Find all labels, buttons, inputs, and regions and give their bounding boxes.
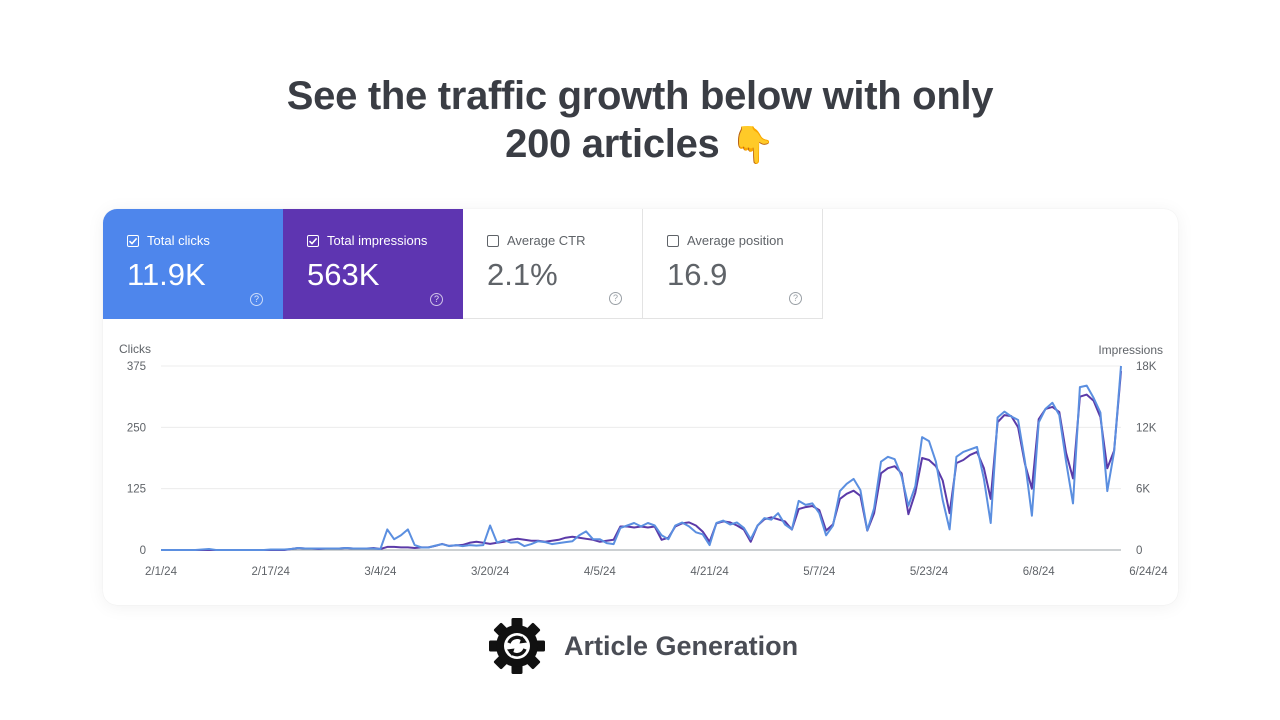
y-left-tick-label: 250 — [127, 422, 146, 434]
metric-label: Total clicks — [147, 233, 210, 248]
brand: Article Generation — [488, 617, 798, 675]
metric-value: 11.9K — [127, 257, 206, 292]
checkbox-checked-icon[interactable] — [127, 235, 139, 247]
y-right-tick-label: 12K — [1136, 422, 1157, 434]
checkbox-unchecked-icon[interactable] — [487, 235, 499, 247]
performance-chart: Clicks Impressions 375 250 125 0 18K 12K 6K 0 2/1/… — [119, 342, 1168, 578]
metric-tile-total-impressions[interactable]: Total impressions 563K ? — [283, 209, 463, 319]
metric-tiles: Total clicks 11.9K ? Total impressions 5… — [103, 209, 823, 319]
checkbox-unchecked-icon[interactable] — [667, 235, 679, 247]
headline-line-1: See the traffic growth below with only — [286, 74, 994, 118]
metric-tile-average-position[interactable]: Average position 16.9 ? — [643, 209, 823, 319]
help-icon[interactable]: ? — [430, 293, 443, 306]
headline-line-2: 200 articles 👇 — [0, 120, 1280, 170]
y-axis-left-title: Clicks — [119, 342, 151, 356]
x-tick-label: 6/24/24 — [1129, 566, 1168, 578]
y-left-tick-label: 375 — [127, 361, 146, 373]
y-left-tick-label: 125 — [127, 484, 146, 496]
metric-label: Average position — [687, 233, 784, 248]
y-axis-right-title: Impressions — [1098, 343, 1163, 357]
help-icon[interactable]: ? — [789, 292, 802, 305]
headline-line-2-text: 200 articles — [505, 122, 720, 166]
x-tick-label: 4/21/24 — [690, 566, 729, 578]
x-tick-label: 5/7/24 — [803, 566, 836, 578]
brand-name: Article Generation — [564, 630, 799, 661]
y-right-tick-label: 18K — [1136, 361, 1157, 373]
headline: See the traffic growth below with only 2… — [0, 72, 1280, 170]
series-line-impressions — [161, 371, 1122, 551]
metric-value: 2.1% — [487, 257, 558, 292]
x-tick-label: 5/23/24 — [910, 566, 949, 578]
metric-value: 16.9 — [667, 257, 728, 292]
x-tick-label: 2/17/24 — [252, 566, 291, 578]
series-line-clicks — [161, 365, 1122, 551]
y-right-tick-label: 0 — [1136, 545, 1142, 557]
pointing-down-icon: 👇 — [730, 125, 775, 166]
x-tick-label: 4/5/24 — [584, 566, 617, 578]
metric-tile-total-clicks[interactable]: Total clicks 11.9K ? — [103, 209, 283, 319]
metric-label: Average CTR — [507, 233, 586, 248]
y-left-tick-label: 0 — [140, 545, 146, 557]
x-tick-label: 2/1/24 — [145, 566, 178, 578]
metric-label: Total impressions — [327, 233, 428, 248]
metric-value: 563K — [307, 257, 380, 292]
x-tick-label: 6/8/24 — [1023, 566, 1056, 578]
y-right-tick-label: 6K — [1136, 484, 1150, 496]
gear-sync-icon — [489, 618, 545, 674]
help-icon[interactable]: ? — [609, 292, 622, 305]
metric-tile-average-ctr[interactable]: Average CTR 2.1% ? — [463, 209, 643, 319]
performance-card: Total clicks 11.9K ? Total impressions 5… — [103, 209, 1178, 605]
help-icon[interactable]: ? — [250, 293, 263, 306]
x-tick-label: 3/20/24 — [471, 566, 510, 578]
checkbox-checked-icon[interactable] — [307, 235, 319, 247]
x-tick-label: 3/4/24 — [364, 566, 397, 578]
